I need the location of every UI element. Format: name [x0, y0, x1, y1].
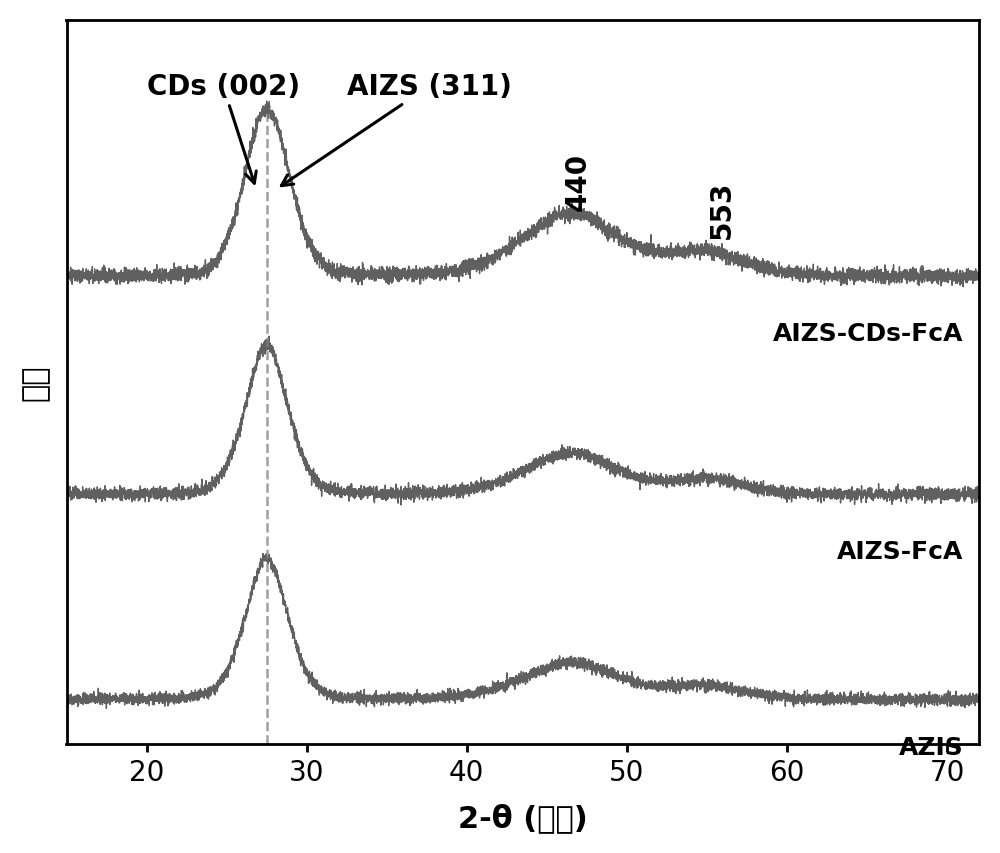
Text: CDs (002): CDs (002) [147, 73, 300, 184]
Text: 440: 440 [563, 153, 591, 211]
Text: 553: 553 [707, 180, 735, 239]
Text: AIZS-CDs-FcA: AIZS-CDs-FcA [773, 322, 963, 345]
Text: AZIS: AZIS [898, 735, 963, 759]
Text: AIZS (311): AIZS (311) [281, 73, 512, 187]
X-axis label: 2-θ (角度): 2-θ (角度) [458, 803, 588, 833]
Y-axis label: 强度: 强度 [21, 364, 50, 401]
Text: AIZS-FcA: AIZS-FcA [837, 540, 963, 564]
